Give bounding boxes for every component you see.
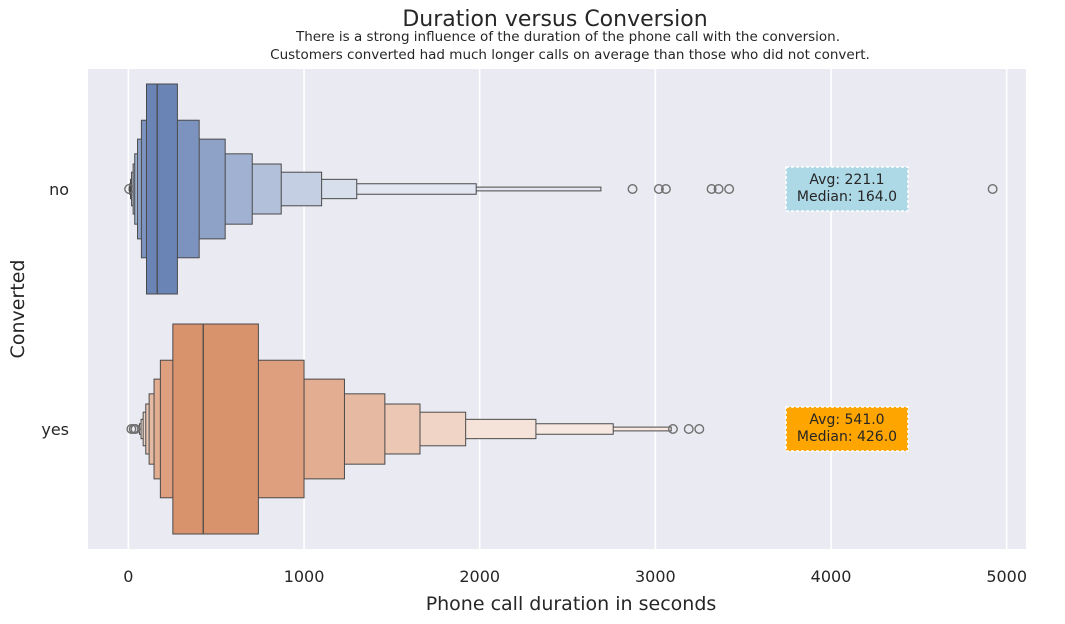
outlier-point bbox=[667, 424, 678, 435]
x-tick-label: 2000 bbox=[459, 567, 500, 586]
outlier-point bbox=[660, 183, 671, 194]
outlier-point bbox=[706, 183, 717, 194]
annotation-text: Avg: 221.1 bbox=[809, 172, 884, 188]
axis-ticks: 0 1000 2000 3000 4000 5000 no yes bbox=[41, 180, 1027, 586]
chart-subtitle-line-2: Customers converted had much longer call… bbox=[270, 47, 870, 63]
series-yes bbox=[126, 323, 705, 535]
y-axis-label: Converted bbox=[7, 260, 29, 359]
annotation-box bbox=[785, 166, 909, 212]
outlier-point bbox=[627, 183, 638, 194]
x-tick-label: 5000 bbox=[986, 567, 1027, 586]
outlier-point bbox=[987, 183, 998, 194]
outlier-point bbox=[724, 183, 735, 194]
outlier-point bbox=[124, 183, 135, 194]
annotation-text: Median: 426.0 bbox=[797, 429, 897, 445]
x-tick-label: 4000 bbox=[811, 567, 852, 586]
outlier-point bbox=[653, 183, 664, 194]
outlier-point bbox=[683, 424, 694, 435]
annotation-text: Median: 164.0 bbox=[797, 189, 897, 205]
x-tick-label: 0 bbox=[123, 567, 133, 586]
x-tick-label: 3000 bbox=[635, 567, 676, 586]
x-axis-label: Phone call duration in seconds bbox=[426, 593, 717, 615]
box-level bbox=[172, 323, 259, 535]
grid-lines bbox=[127, 69, 1008, 549]
annotation-box bbox=[785, 406, 909, 452]
box-level bbox=[145, 83, 178, 295]
x-tick-label: 1000 bbox=[284, 567, 325, 586]
outlier-point bbox=[713, 183, 724, 194]
series-no bbox=[124, 83, 998, 295]
annotation-text: Avg: 541.0 bbox=[809, 412, 884, 428]
chart-subtitle-line-1: There is a strong influence of the durat… bbox=[295, 29, 840, 45]
boxen-series bbox=[124, 83, 998, 535]
y-tick-label-no: no bbox=[49, 180, 69, 199]
outlier-point bbox=[694, 424, 705, 435]
y-tick-label-yes: yes bbox=[41, 420, 69, 439]
chart-title: Duration versus Conversion bbox=[402, 7, 707, 32]
outlier-point bbox=[130, 424, 141, 435]
